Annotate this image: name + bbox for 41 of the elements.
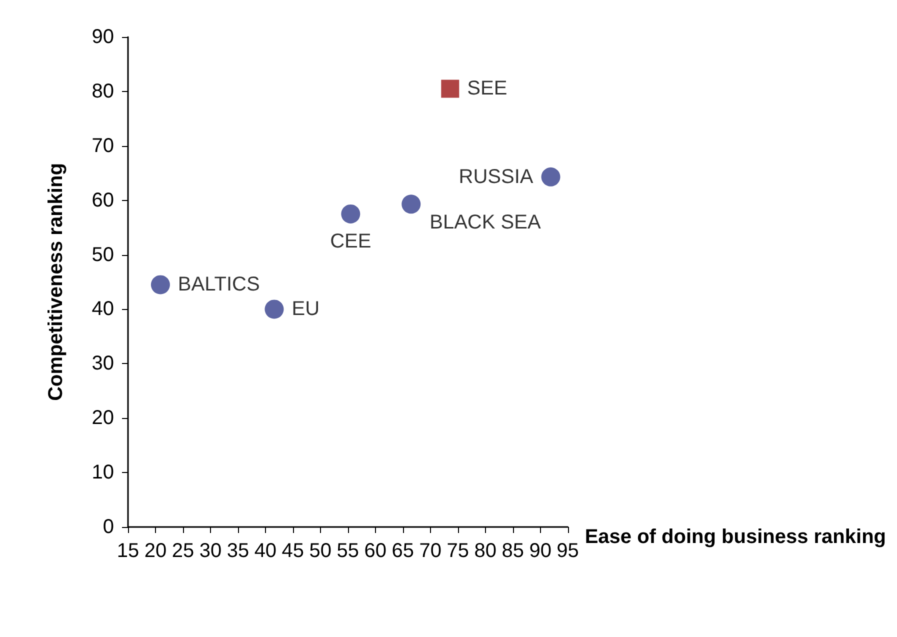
x-tick-label: 60: [364, 540, 387, 562]
x-tick-label: 15: [116, 540, 140, 562]
x-axis-title: Ease of doing business ranking: [584, 526, 886, 548]
x-tick-label: 30: [199, 540, 222, 562]
series-label: BALTICS: [178, 274, 260, 296]
x-tick-label: 80: [474, 540, 496, 562]
series-label: SEE: [467, 78, 508, 100]
x-tick-label: 65: [392, 540, 414, 562]
series-label: CEE: [330, 230, 372, 252]
x-tick-label: 25: [172, 540, 194, 562]
x-tick-label: 50: [309, 540, 332, 562]
x-tick-label: 55: [336, 540, 360, 562]
x-tick-label: 95: [556, 540, 579, 562]
y-tick-label: 50: [92, 244, 114, 266]
y-tick-label: 90: [92, 26, 114, 48]
point: [264, 300, 284, 319]
x-tick-label: 85: [502, 540, 524, 562]
point: [341, 204, 360, 224]
y-tick-label: 70: [92, 134, 114, 157]
x-tick-label: 20: [144, 540, 167, 562]
point: [541, 167, 560, 186]
x-tick-label: 75: [446, 540, 469, 562]
point: [150, 275, 170, 294]
series-label: BLACK SEA: [430, 212, 542, 234]
x-tick-label: 70: [419, 540, 442, 562]
y-tick-label: 20: [92, 407, 114, 430]
x-tick-label: 90: [529, 540, 552, 562]
point: [441, 80, 460, 98]
x-tick-label: 40: [254, 540, 277, 562]
y-tick-label: 10: [92, 462, 114, 484]
y-tick-label: 80: [92, 80, 114, 102]
x-tick-label: 35: [226, 540, 250, 562]
series-label: RUSSIA: [458, 166, 534, 188]
point: [402, 194, 421, 214]
y-tick-label: 60: [92, 189, 114, 212]
series-label: EU: [292, 298, 320, 320]
y-tick-label: 0: [102, 516, 114, 538]
y-axis-title: Competitiveness ranking: [45, 163, 67, 401]
y-tick-label: 30: [92, 352, 114, 375]
y-tick-label: 40: [92, 298, 114, 320]
x-tick-label: 45: [282, 540, 304, 562]
